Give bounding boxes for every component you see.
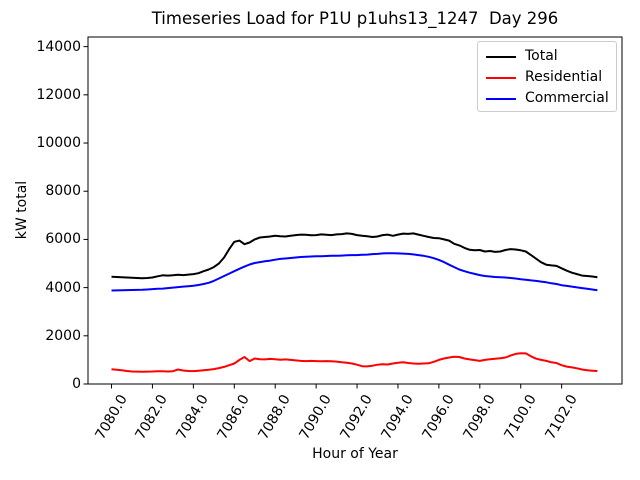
legend-line-icon	[486, 97, 516, 100]
legend-line-icon	[486, 76, 516, 79]
legend-item-residential: Residential	[478, 67, 616, 88]
y-axis-label: kW total	[14, 180, 30, 240]
y-tick-label: 12000	[36, 86, 81, 103]
y-tick-label: 8000	[45, 183, 81, 200]
legend-label: Total	[525, 48, 558, 64]
y-tick-label: 6000	[45, 231, 81, 248]
y-tick-label: 0	[72, 376, 81, 392]
legend: Total Residential Commercial	[477, 41, 617, 112]
y-tick-label: 10000	[36, 135, 81, 152]
legend-label: Commercial	[525, 90, 609, 106]
series-line-total	[111, 232, 598, 280]
legend-item-total: Total	[478, 46, 616, 67]
chart-title: Timeseries Load for P1U p1uhs13_1247 Day…	[151, 9, 559, 28]
legend-line-icon	[486, 55, 516, 58]
series-line-residential	[111, 352, 598, 373]
legend-label: Residential	[525, 69, 603, 85]
series-line-commercial	[111, 252, 598, 292]
legend-item-commercial: Commercial	[478, 88, 616, 109]
axes-frame	[87, 36, 623, 385]
y-tick-label: 2000	[45, 327, 81, 344]
x-axis-label: Hour of Year	[312, 446, 398, 462]
y-tick-label: 4000	[45, 279, 81, 296]
y-tick-label: 14000	[36, 38, 81, 55]
